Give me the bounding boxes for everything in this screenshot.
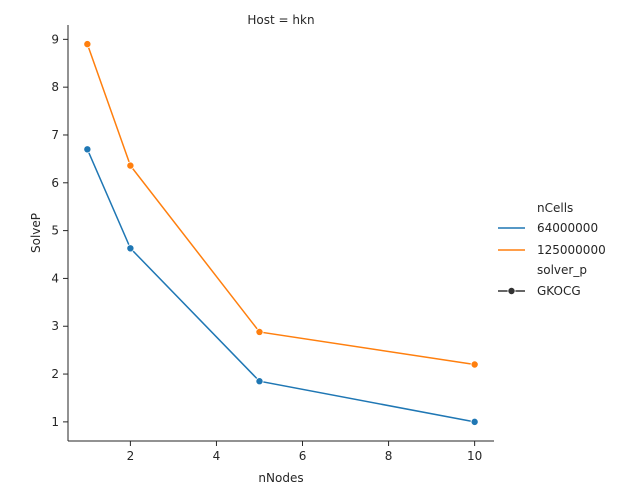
y-tick-label: 7	[51, 128, 59, 142]
series-line-125000000	[86, 43, 475, 366]
legend-entries: 64000000 125000000 GKOCG	[498, 221, 606, 298]
x-ticks: 2 4 6 8 10	[127, 441, 482, 463]
legend-style-title: solver_p	[537, 263, 587, 277]
legend-style-marker	[507, 286, 516, 295]
data-point	[470, 417, 479, 426]
legend-hue-title: nCells	[537, 201, 573, 215]
legend-label: 64000000	[537, 221, 598, 235]
series-line-64000000	[86, 149, 475, 423]
data-point	[126, 161, 135, 170]
y-tick-label: 2	[51, 367, 59, 381]
legend-label: 125000000	[537, 243, 606, 257]
y-axis-label: SolveP	[29, 213, 43, 253]
facet-title: Host = hkn	[247, 13, 314, 27]
y-tick-label: 1	[51, 415, 59, 429]
data-point	[255, 327, 264, 336]
y-tick-label: 8	[51, 80, 59, 94]
data-point	[126, 244, 135, 253]
y-ticks: 1 2 3 4 5 6 7 8 9	[51, 32, 68, 429]
x-tick-label: 4	[213, 449, 221, 463]
y-tick-label: 4	[51, 271, 59, 285]
legend: nCells solver_p 64000000 125000000 GKOCG	[498, 201, 606, 298]
y-tick-label: 3	[51, 319, 59, 333]
x-axis-label: nNodes	[258, 471, 303, 485]
x-tick-label: 6	[299, 449, 307, 463]
plot-area	[83, 40, 479, 426]
data-point	[470, 360, 479, 369]
y-tick-label: 5	[51, 224, 59, 238]
data-point	[83, 40, 92, 49]
x-tick-label: 8	[385, 449, 393, 463]
x-tick-label: 10	[467, 449, 482, 463]
y-tick-label: 6	[51, 176, 59, 190]
y-tick-label: 9	[51, 32, 59, 46]
data-point	[83, 145, 92, 154]
data-point	[255, 377, 264, 386]
axes	[67, 25, 494, 442]
x-tick-label: 2	[127, 449, 135, 463]
legend-style-label: GKOCG	[537, 284, 581, 298]
